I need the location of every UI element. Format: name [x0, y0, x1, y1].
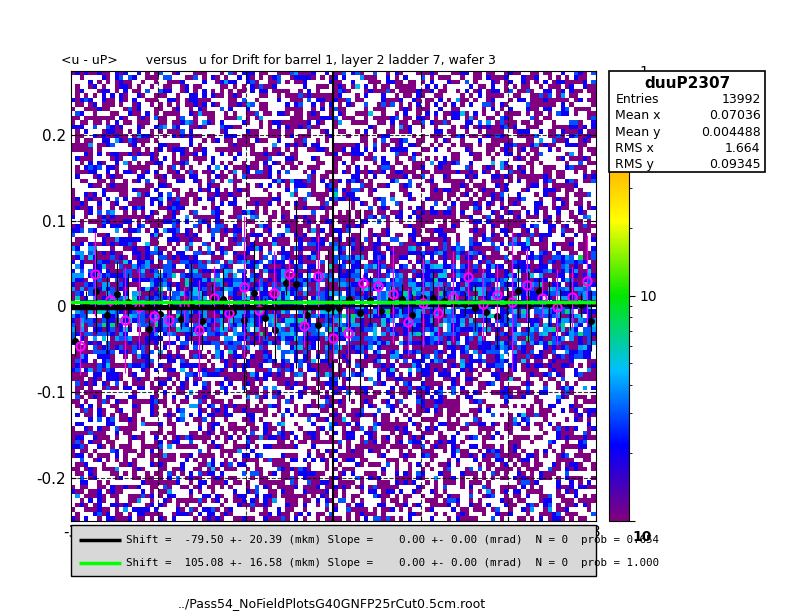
FancyBboxPatch shape [71, 525, 596, 576]
Text: Shift =  105.08 +- 16.58 (mkm) Slope =    0.00 +- 0.00 (mrad)  N = 0  prob = 1.0: Shift = 105.08 +- 16.58 (mkm) Slope = 0.… [126, 558, 659, 569]
Text: <u - uP>       versus   u for Drift for barrel 1, layer 2 ladder 7, wafer 3: <u - uP> versus u for Drift for barrel 1… [61, 54, 495, 67]
Text: duuP2307: duuP2307 [644, 76, 731, 91]
Text: ../Pass54_NoFieldPlotsG40GNFP25rCut0.5cm.root: ../Pass54_NoFieldPlotsG40GNFP25rCut0.5cm… [178, 597, 485, 610]
Text: 0.07036: 0.07036 [709, 110, 761, 123]
Text: RMS y: RMS y [615, 158, 654, 171]
Text: Mean x: Mean x [615, 110, 661, 123]
Text: Mean y: Mean y [615, 126, 661, 139]
Text: 1.664: 1.664 [725, 142, 761, 155]
FancyBboxPatch shape [609, 71, 765, 172]
Text: 0.004488: 0.004488 [701, 126, 761, 139]
Text: Entries: Entries [615, 93, 659, 106]
Text: 10: 10 [633, 530, 653, 543]
Text: RMS x: RMS x [615, 142, 654, 155]
Text: 13992: 13992 [721, 93, 761, 106]
Text: Shift =  -79.50 +- 20.39 (mkm) Slope =    0.00 +- 0.00 (mrad)  N = 0  prob = 0.6: Shift = -79.50 +- 20.39 (mkm) Slope = 0.… [126, 535, 659, 545]
Text: 0.09345: 0.09345 [709, 158, 761, 171]
